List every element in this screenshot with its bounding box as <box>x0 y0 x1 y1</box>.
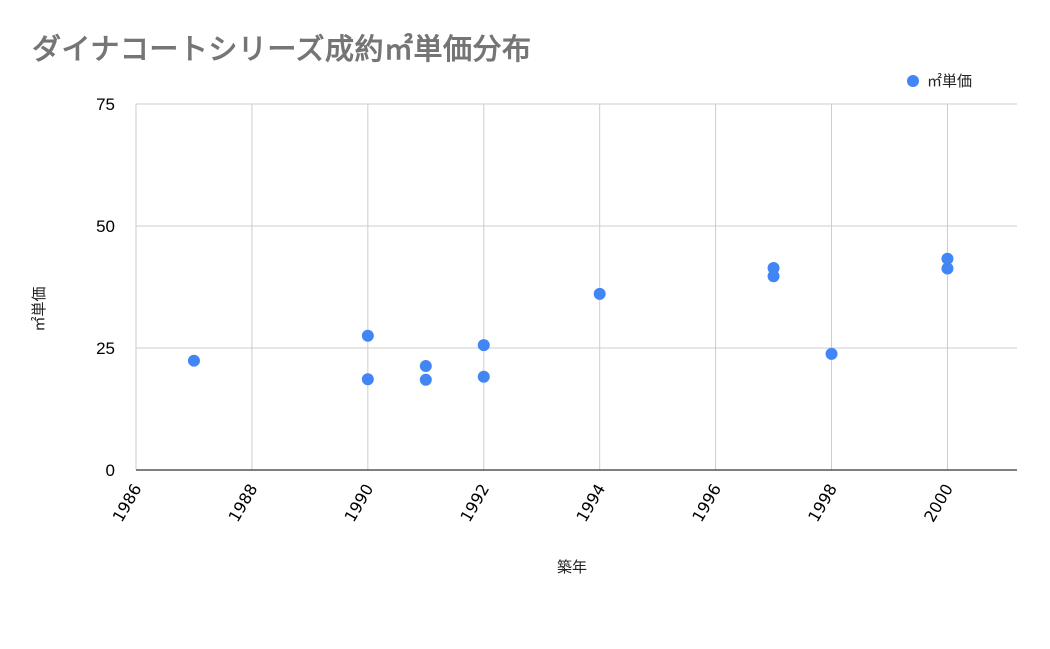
data-point[interactable] <box>477 370 490 383</box>
legend[interactable]: ㎡単価 <box>907 70 972 91</box>
data-point[interactable] <box>419 373 432 386</box>
data-point[interactable] <box>187 354 200 367</box>
data-point[interactable] <box>941 252 954 265</box>
data-point[interactable] <box>767 261 780 274</box>
x-tick-label: 1994 <box>572 481 609 526</box>
data-point[interactable] <box>825 347 838 360</box>
y-tick-label: 75 <box>96 95 115 114</box>
data-point[interactable] <box>477 339 490 352</box>
data-point[interactable] <box>361 329 374 342</box>
x-tick-label: 1988 <box>225 481 262 526</box>
legend-marker-icon <box>907 74 919 87</box>
x-axis-title: 築年 <box>557 558 587 576</box>
y-axis-ticks: 0 25 50 75 <box>96 95 115 480</box>
data-point[interactable] <box>361 373 374 386</box>
y-tick-label: 50 <box>96 217 115 236</box>
y-axis-title: ㎡単価 <box>30 286 48 331</box>
x-axis-ticks: 1986 1988 1990 1992 1994 1996 1998 2000 <box>109 481 957 526</box>
x-tick-label: 1996 <box>688 481 725 526</box>
x-tick-label: 2000 <box>920 481 957 526</box>
gridlines <box>135 103 1017 470</box>
x-tick-label: 1998 <box>804 481 841 526</box>
y-tick-label: 0 <box>106 461 115 480</box>
data-point[interactable] <box>767 270 780 283</box>
data-point[interactable] <box>941 262 954 275</box>
data-point[interactable] <box>419 360 432 373</box>
x-tick-label: 1992 <box>456 481 493 526</box>
chart-title: ダイナコートシリーズ成約㎡単価分布 <box>32 32 532 66</box>
x-tick-label: 1986 <box>109 481 146 526</box>
y-tick-label: 25 <box>96 339 115 358</box>
data-point[interactable] <box>593 287 606 300</box>
legend-label: ㎡単価 <box>927 72 973 90</box>
x-tick-label: 1990 <box>340 481 377 526</box>
data-points <box>187 252 954 386</box>
